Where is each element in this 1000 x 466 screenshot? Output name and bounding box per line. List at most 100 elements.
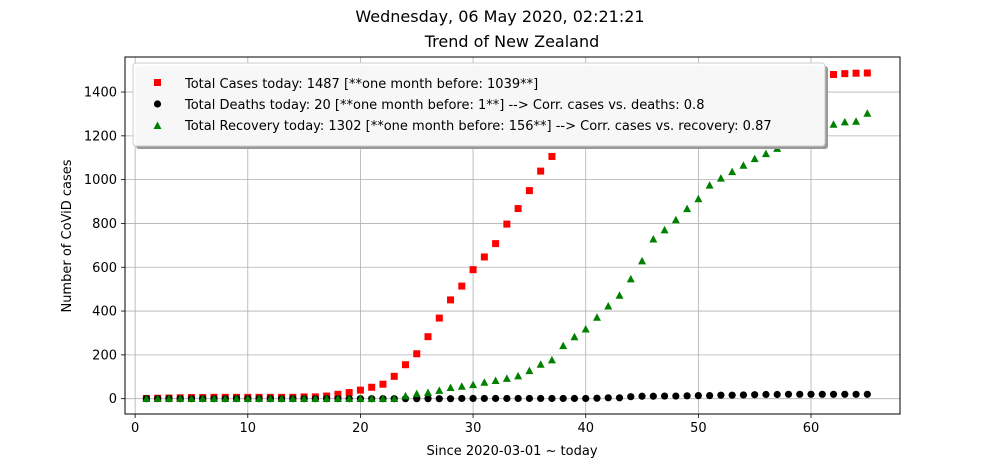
recovery-point bbox=[694, 194, 703, 203]
x-tick-label: 0 bbox=[131, 421, 139, 436]
y-tick-label: 1400 bbox=[84, 86, 117, 101]
recovery-point bbox=[705, 181, 714, 189]
cases-point bbox=[368, 383, 376, 391]
y-tick-label: 400 bbox=[92, 305, 117, 320]
recovery-point bbox=[536, 360, 545, 368]
deaths-point bbox=[480, 394, 488, 403]
deaths-point bbox=[762, 390, 770, 399]
recovery-point bbox=[345, 394, 354, 402]
legend-entry-cases: Total Cases today: 1487 [**one month bef… bbox=[184, 77, 538, 92]
y-tick-label: 1000 bbox=[84, 173, 117, 188]
recovery-point bbox=[221, 394, 230, 402]
x-tick-label: 10 bbox=[240, 421, 257, 436]
deaths-point bbox=[469, 394, 477, 403]
cases-point bbox=[537, 167, 545, 175]
cases-point bbox=[469, 266, 477, 274]
recovery-point bbox=[469, 380, 478, 389]
deaths-point bbox=[582, 394, 590, 403]
deaths-point bbox=[796, 390, 804, 398]
recovery-point bbox=[547, 355, 556, 364]
deaths-point bbox=[694, 392, 702, 400]
deaths-point bbox=[492, 394, 500, 403]
cases-point bbox=[830, 71, 838, 79]
deaths-point bbox=[458, 394, 466, 403]
recovery-point bbox=[761, 149, 770, 158]
recovery-point bbox=[638, 256, 647, 265]
data-points bbox=[142, 69, 872, 403]
recovery-point bbox=[243, 394, 252, 402]
recovery-point bbox=[176, 394, 185, 402]
recovery-point bbox=[592, 313, 601, 321]
deaths-point bbox=[751, 391, 759, 399]
x-tick-label: 30 bbox=[465, 421, 482, 436]
recovery-point bbox=[300, 394, 309, 402]
deaths-point bbox=[559, 394, 567, 403]
y-tick-label: 200 bbox=[92, 348, 117, 363]
cases-point bbox=[401, 361, 409, 369]
x-axis-label: Since 2020-03-01 ~ today bbox=[426, 444, 597, 459]
cases-point bbox=[424, 333, 432, 341]
recovery-point bbox=[491, 376, 500, 385]
recovery-point bbox=[649, 235, 658, 243]
deaths-point bbox=[784, 390, 793, 398]
recovery-point bbox=[277, 394, 286, 402]
deaths-point bbox=[615, 394, 624, 402]
chart-title: Trend of New Zealand bbox=[424, 32, 600, 51]
recovery-point bbox=[446, 383, 455, 392]
deaths-point bbox=[424, 395, 432, 403]
recovery-point bbox=[604, 302, 613, 310]
x-tick-label: 40 bbox=[577, 421, 594, 436]
recovery-point bbox=[367, 394, 376, 402]
recovery-point bbox=[333, 394, 342, 402]
deaths-point bbox=[514, 394, 522, 403]
recovery-point bbox=[412, 389, 421, 398]
cases-point bbox=[390, 372, 398, 380]
legend-marker-deaths bbox=[153, 100, 162, 108]
deaths-point bbox=[446, 395, 455, 403]
deaths-point bbox=[706, 392, 714, 400]
recovery-point bbox=[671, 215, 680, 224]
recovery-point bbox=[660, 225, 669, 234]
recovery-point bbox=[728, 167, 737, 176]
deaths-point bbox=[807, 390, 815, 398]
recovery-point bbox=[401, 391, 410, 400]
recovery-point bbox=[739, 161, 748, 169]
legend-box bbox=[132, 62, 826, 147]
deaths-point bbox=[604, 394, 612, 402]
y-tick-label: 1200 bbox=[84, 129, 117, 144]
recovery-point bbox=[457, 382, 466, 390]
y-tick-label: 600 bbox=[92, 261, 117, 276]
recovery-point bbox=[514, 371, 523, 380]
cases-point bbox=[458, 282, 466, 290]
cases-point bbox=[447, 296, 455, 304]
recovery-point bbox=[840, 117, 849, 126]
recovery-point bbox=[187, 394, 196, 402]
cases-point bbox=[345, 389, 353, 397]
x-tick-label: 20 bbox=[352, 421, 369, 436]
deaths-point bbox=[739, 391, 748, 399]
recovery-point bbox=[750, 154, 759, 163]
x-tick-label: 60 bbox=[803, 421, 820, 436]
cases-point bbox=[334, 390, 342, 398]
legend-marker-recovery bbox=[153, 121, 162, 129]
y-tick-label: 800 bbox=[92, 217, 117, 232]
recovery-point bbox=[863, 109, 872, 117]
deaths-point bbox=[829, 390, 838, 398]
deaths-point bbox=[672, 392, 680, 400]
deaths-point bbox=[525, 394, 533, 403]
cases-point bbox=[503, 220, 511, 228]
deaths-point bbox=[435, 395, 443, 403]
deaths-point bbox=[537, 394, 545, 403]
cases-point bbox=[413, 350, 421, 358]
recovery-point bbox=[153, 394, 162, 402]
deaths-point bbox=[728, 391, 736, 399]
recovery-point bbox=[311, 394, 320, 402]
recovery-point bbox=[525, 366, 534, 375]
recovery-point bbox=[390, 394, 399, 402]
recovery-point bbox=[480, 378, 489, 386]
deaths-point bbox=[570, 394, 579, 403]
deaths-point bbox=[683, 392, 691, 400]
recovery-point bbox=[142, 394, 151, 402]
